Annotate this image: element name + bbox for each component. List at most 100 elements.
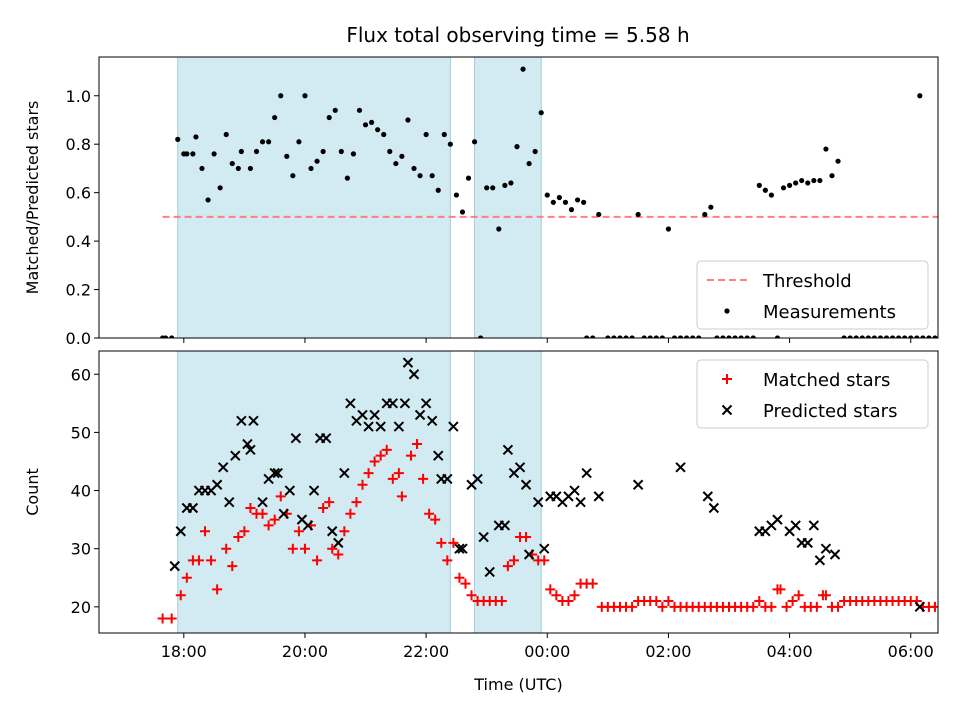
predicted-stars-point [327, 526, 338, 537]
measurement-point [708, 204, 714, 210]
matched-stars-point [233, 532, 244, 543]
measurement-point [405, 117, 411, 123]
measurement-point [496, 226, 502, 232]
x-tick-label: 00:00 [524, 642, 570, 661]
measurement-point [484, 185, 490, 191]
predicted-stars-point [675, 462, 686, 473]
measurement-point [641, 335, 647, 338]
measurement-point [332, 107, 338, 113]
measurement-point [538, 110, 544, 116]
measurement-point [671, 335, 678, 338]
matched-stars-point [339, 526, 350, 537]
measurement-point [308, 165, 314, 172]
matched-stars-point [327, 543, 338, 554]
measurement-point [550, 199, 556, 205]
measurement-point [350, 151, 357, 157]
predicted-stars-point [442, 473, 453, 485]
measurement-point [871, 335, 877, 338]
matched-stars-point [405, 450, 416, 461]
measurement-point [617, 335, 623, 338]
predicted-stars-point [539, 543, 550, 554]
predicted-stars-point [914, 601, 926, 613]
measurement-point [381, 131, 387, 138]
measurement-point [835, 158, 841, 164]
predicted-stars-point [393, 421, 405, 432]
measurement-point [399, 153, 405, 159]
matched-stars-point [324, 497, 335, 508]
predicted-stars-point [375, 421, 386, 432]
matched-stars-point [312, 555, 323, 566]
measurement-point [762, 187, 768, 193]
matched-stars-point [412, 439, 423, 450]
measurement-point [665, 226, 672, 232]
observing-window-span [474, 350, 542, 634]
predicted-stars-point [284, 485, 296, 496]
predicted-stars-point [399, 398, 411, 409]
measurement-point [247, 165, 254, 172]
predicted-stars-point [520, 479, 532, 490]
predicted-stars-point [569, 485, 580, 496]
measurement-point [393, 160, 399, 167]
matched-stars-point [166, 613, 177, 624]
predicted-stars-point [593, 491, 604, 502]
measurement-point [684, 335, 690, 338]
matched-stars-point [521, 532, 532, 543]
matched-stars-point [387, 473, 398, 484]
measurement-point [750, 335, 756, 338]
measurement-point [696, 335, 702, 338]
predicted-stars-point [230, 450, 241, 461]
measurement-point [720, 335, 726, 338]
predicted-stars-point [702, 491, 714, 502]
matched-stars-point [227, 561, 238, 572]
matched-stars-point [929, 601, 938, 612]
measurement-point [423, 131, 429, 138]
x-tick-label: 04:00 [767, 642, 813, 661]
legend-matched-swatch [722, 374, 732, 384]
data-layer [160, 66, 938, 338]
measurement-point [611, 335, 617, 338]
matched-stars-point [833, 601, 844, 612]
measurement-point [362, 122, 369, 128]
matched-stars-point [269, 514, 280, 525]
measurement-point [799, 177, 805, 184]
predicted-stars-point [408, 369, 420, 380]
measurement-point [702, 211, 708, 218]
x-axis-label: Time (UTC) [473, 675, 562, 694]
legend: Threshold Measurements [696, 260, 929, 330]
predicted-stars-point [257, 496, 268, 508]
predicted-stars-point [302, 520, 314, 531]
predicted-stars-point [187, 502, 199, 514]
matched-stars-point [333, 549, 344, 560]
predicted-stars-point [211, 479, 223, 490]
predicted-stars-point [820, 543, 832, 554]
measurement-point [314, 158, 320, 164]
matched-stars-point [430, 514, 441, 525]
measurement-point [677, 335, 684, 338]
measurement-point [896, 335, 902, 338]
predicted-stars-point [499, 520, 511, 531]
measurement-point [574, 197, 581, 203]
measurement-point [520, 66, 526, 72]
measurement-point [635, 211, 641, 218]
matched-stars-point [663, 596, 674, 607]
matched-stars-point [363, 468, 374, 479]
measurement-point [605, 335, 611, 338]
predicted-stars-point [514, 462, 526, 473]
legend-series-label: Matched stars [763, 370, 890, 391]
y-axis-label: Matched/Predicted stars [23, 101, 42, 295]
predicted-stars-point [829, 549, 841, 560]
measurement-point [584, 335, 590, 338]
measurement-point [714, 335, 720, 338]
measurement-point [429, 173, 435, 179]
measurement-point [920, 335, 926, 338]
measurement-point [356, 107, 363, 113]
matched-stars-point [539, 555, 550, 566]
predicted-stars-point [369, 409, 380, 421]
matched-stars-point [275, 491, 286, 502]
measurement-point [272, 114, 278, 121]
matched-stars-point [221, 543, 232, 554]
measurement-point [193, 134, 199, 140]
predicted-stars-point [248, 415, 259, 426]
matched-stars-point [396, 491, 407, 502]
y-tick-label: 20 [71, 598, 91, 617]
